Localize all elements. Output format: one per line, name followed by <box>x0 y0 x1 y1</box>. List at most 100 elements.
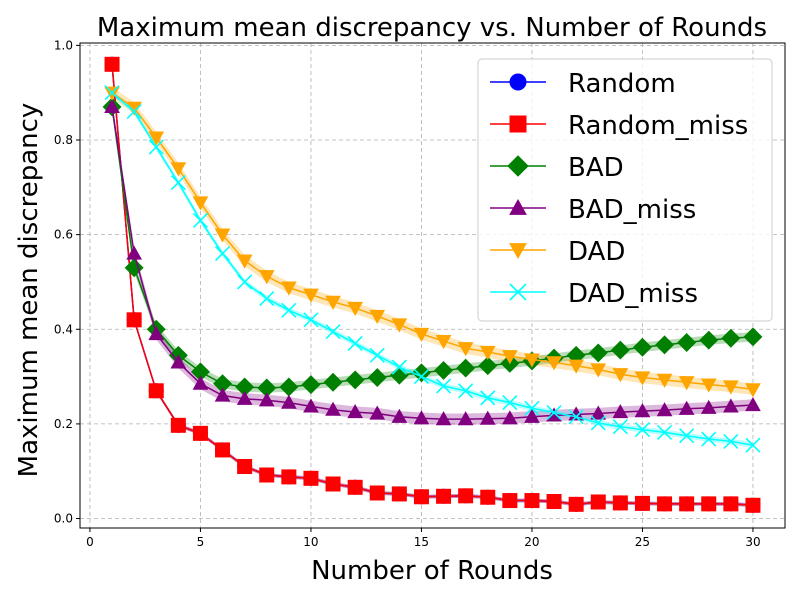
dad-miss-point <box>237 274 253 290</box>
bad-point <box>478 356 498 376</box>
dad-point <box>723 380 739 395</box>
bad-miss-point <box>258 392 275 407</box>
bad-point <box>677 333 697 352</box>
legend-label: DAD_miss <box>568 279 698 309</box>
legend-label: Random <box>568 69 676 99</box>
bad-miss-point <box>413 410 430 425</box>
bad-miss-point <box>347 404 363 419</box>
random-miss-point <box>259 467 275 483</box>
random-miss-point <box>590 494 606 510</box>
chart-title: Maximum mean discrepancy vs. Number of R… <box>97 13 767 43</box>
random-miss-point <box>347 479 363 495</box>
legend-entry-bad-miss: BAD_miss <box>490 195 696 225</box>
dad-miss-point <box>502 395 518 411</box>
random-miss-point <box>170 417 186 433</box>
y-tick-label: 0.6 <box>54 228 73 242</box>
bad-miss-point <box>612 404 629 419</box>
dad-point <box>192 196 209 211</box>
dad-point <box>700 378 717 393</box>
dad-point <box>214 228 231 243</box>
bad-miss-point <box>148 325 165 341</box>
dad-point <box>745 383 761 398</box>
x-tick-label: 10 <box>303 535 318 549</box>
dad-miss-point <box>148 139 164 155</box>
x-axis-label: Number of Rounds <box>311 556 553 586</box>
dad-point <box>634 371 651 386</box>
x-tick-label: 5 <box>197 535 205 549</box>
dad-miss-point <box>413 369 430 385</box>
bad-miss-point <box>590 405 607 420</box>
dad-miss-point <box>391 359 407 375</box>
random-miss-point <box>480 489 496 505</box>
legend-label: BAD_miss <box>568 195 696 225</box>
bad-miss-point <box>236 390 253 405</box>
dad-miss-point <box>634 422 651 438</box>
bad-miss-point <box>214 387 231 402</box>
y-axis-label: Maximum mean discrepancy <box>14 103 44 478</box>
random-miss-point <box>745 497 761 513</box>
dad-point <box>369 309 386 325</box>
dad-point <box>678 376 695 391</box>
dad-point <box>612 368 629 383</box>
dad-point <box>236 254 253 269</box>
y-tick-label: 0.4 <box>54 322 73 336</box>
legend: Random Random_miss BAD BAD_miss DAD DAD_miss <box>477 58 773 322</box>
bad-point <box>632 337 652 357</box>
series-lines <box>102 56 763 513</box>
legend-marker <box>509 73 527 91</box>
bad-miss-point <box>170 354 187 369</box>
dad-miss-point <box>656 424 673 440</box>
dad-miss-point <box>568 409 584 425</box>
bad-miss-point <box>479 410 496 425</box>
dad-miss-point <box>369 347 385 363</box>
dad-point <box>325 295 341 310</box>
dad-point <box>413 327 430 343</box>
x-tick-label: 25 <box>635 535 650 549</box>
bad-miss-point <box>656 402 673 417</box>
random-miss-point <box>281 469 297 485</box>
dad-point <box>148 131 165 146</box>
dad-miss-point <box>458 383 474 399</box>
random-miss-point <box>325 476 341 492</box>
dad-point <box>590 363 607 378</box>
legend-marker <box>509 243 527 260</box>
x-tick-label: 0 <box>86 535 94 549</box>
random-miss-point <box>369 485 385 501</box>
dad-miss-line <box>111 92 754 446</box>
bad-point <box>301 375 321 395</box>
dad-miss-point <box>214 245 231 262</box>
random-miss-point <box>723 496 739 512</box>
bad-miss-point <box>435 411 452 426</box>
x-tick-label: 20 <box>524 535 539 549</box>
random-miss-point <box>148 383 164 399</box>
bad-point <box>279 377 299 397</box>
dad-miss-point <box>701 431 717 447</box>
y-tick-label: 0.0 <box>54 512 73 526</box>
dad-miss-point <box>524 400 540 416</box>
bad-point <box>721 328 741 348</box>
dad-point <box>435 334 452 350</box>
bad-miss-point <box>634 403 651 418</box>
dad-miss-point <box>723 433 739 449</box>
x-tick-label: 30 <box>745 535 760 549</box>
bad-miss-point <box>723 398 739 413</box>
dad-point <box>258 270 275 285</box>
legend-marker <box>509 283 527 301</box>
dad-miss-point <box>480 390 496 406</box>
random-miss-point <box>192 425 208 441</box>
random-miss-point <box>657 496 673 512</box>
axis-ticks: 0 5 10 15 20 25 30 0.0 0.2 0.4 0.6 0.8 1.0 <box>54 38 761 549</box>
dad-miss-point <box>546 404 562 421</box>
dad-point <box>303 288 319 303</box>
dad-miss-point <box>590 415 606 431</box>
random-miss-point <box>634 495 650 511</box>
random-miss-point <box>458 488 474 504</box>
bad-point <box>434 360 454 380</box>
bad-point <box>699 330 719 350</box>
bad-miss-point <box>369 405 386 420</box>
dad-point <box>347 301 363 317</box>
bad-miss-point <box>325 401 341 416</box>
dad-miss-point <box>612 419 628 435</box>
plot-frame <box>79 42 786 529</box>
dad-point <box>546 356 562 371</box>
